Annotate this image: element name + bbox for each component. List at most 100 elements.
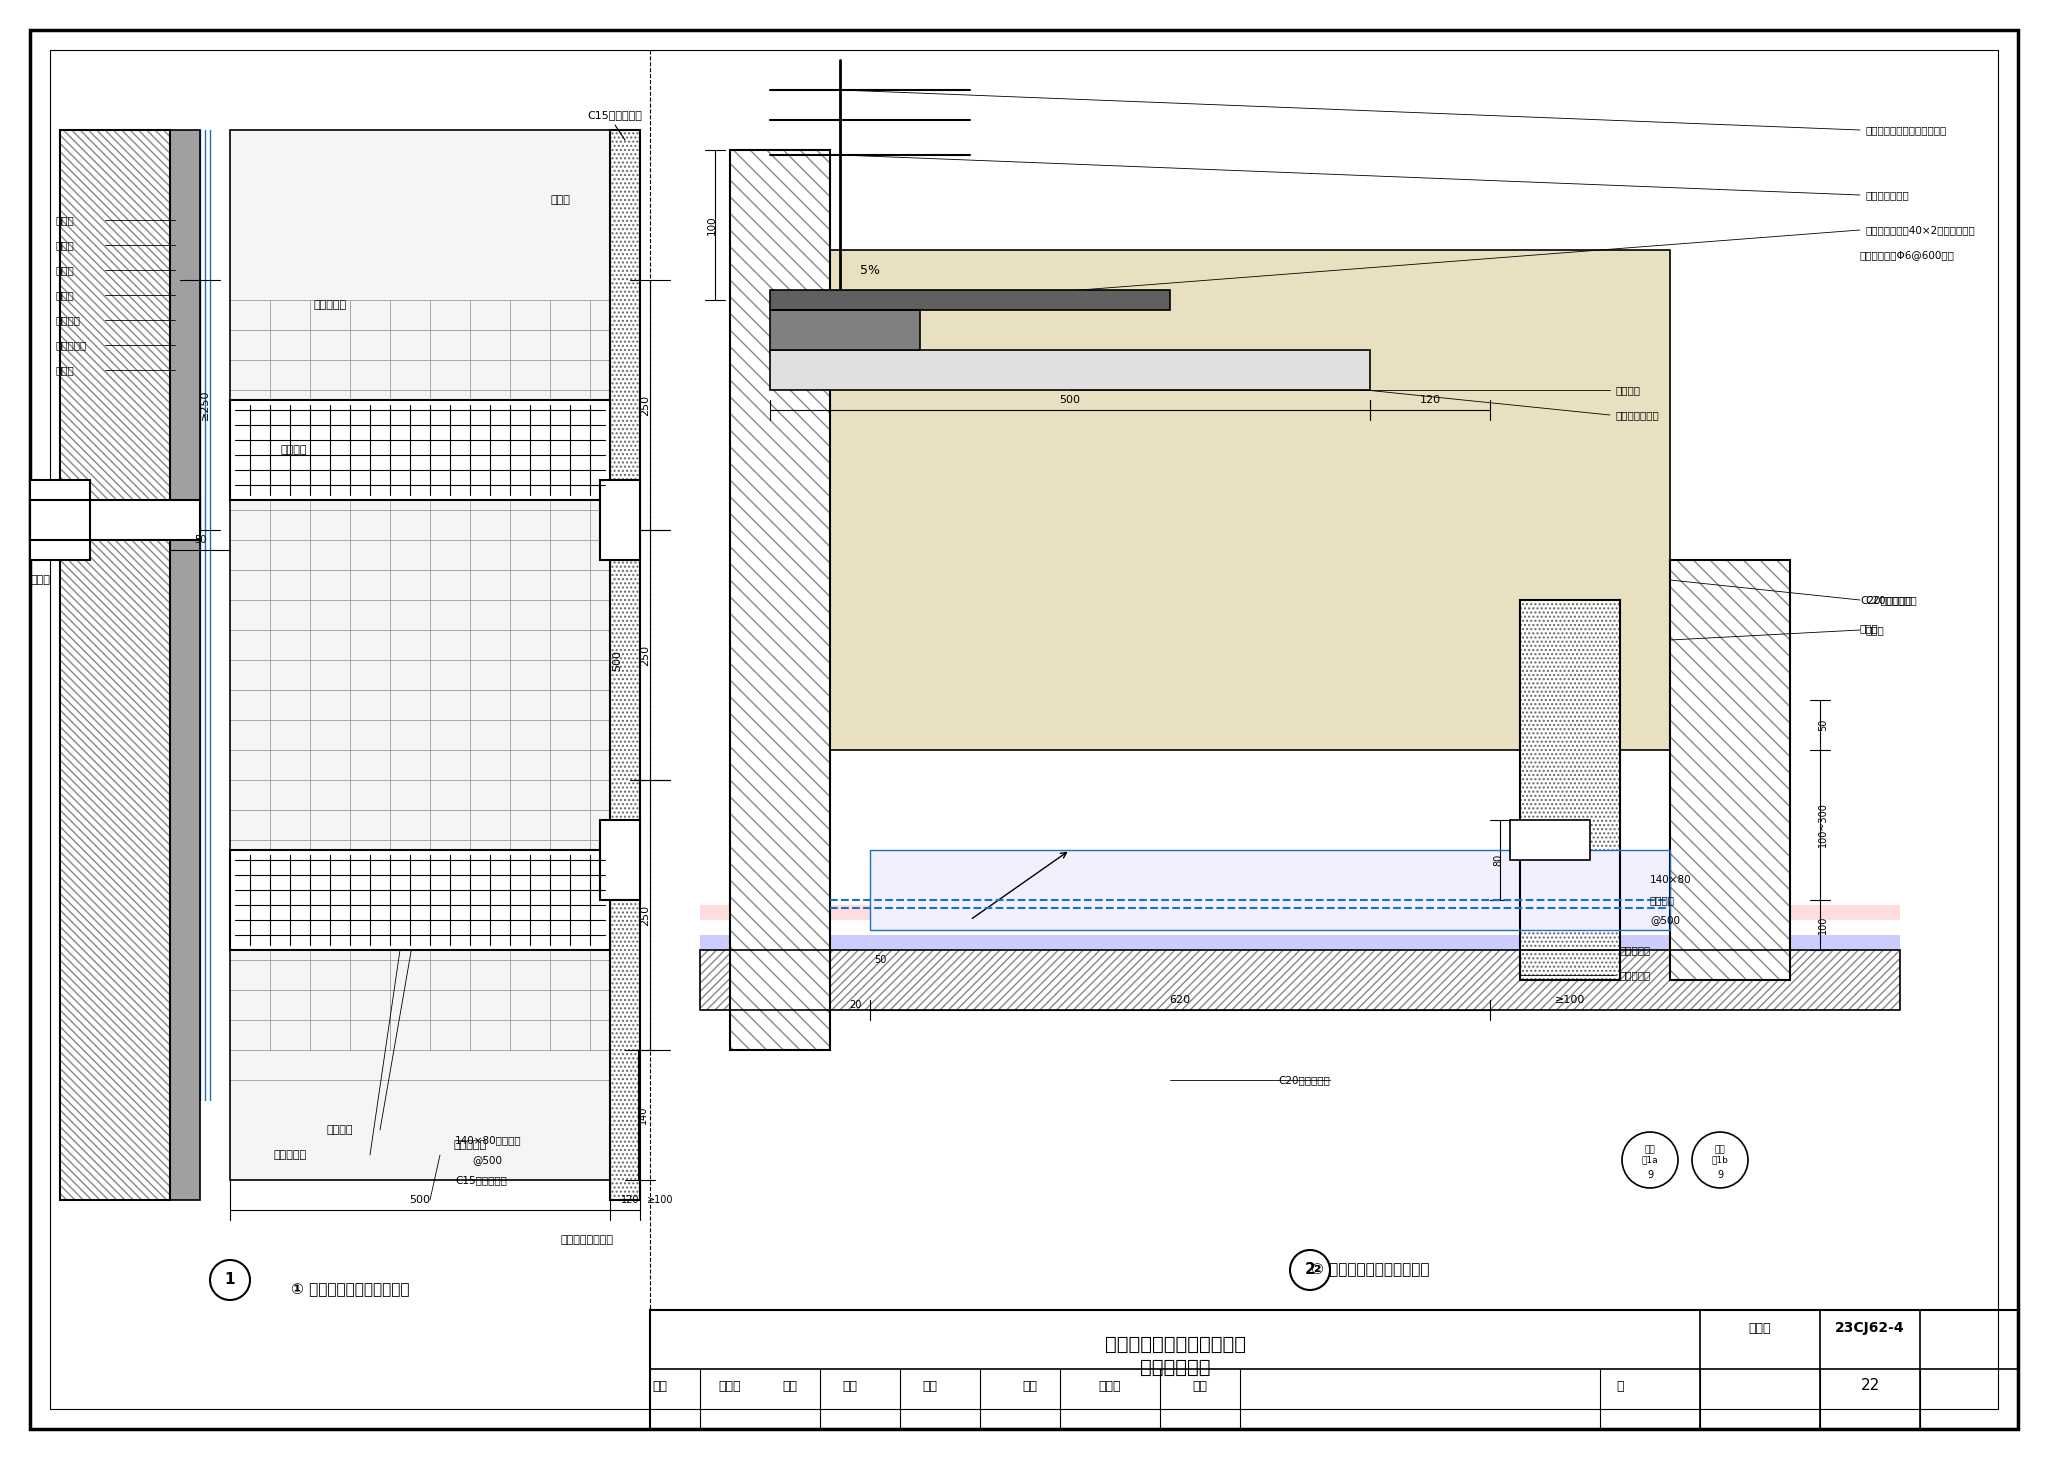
- Text: ① 女儿墙横式水落口平面图: ① 女儿墙横式水落口平面图: [291, 1282, 410, 1297]
- Bar: [229, 851, 610, 950]
- Text: 雨水算子: 雨水算子: [281, 445, 307, 455]
- Text: 9: 9: [1647, 1170, 1653, 1180]
- Text: 5%: 5%: [860, 264, 881, 277]
- Bar: [31, 480, 90, 560]
- Text: C20细石混凝土: C20细石混凝土: [1278, 1075, 1329, 1085]
- Text: 防水构造做法: 防水构造做法: [1141, 1357, 1210, 1376]
- Bar: [229, 130, 610, 1180]
- Bar: [229, 851, 610, 950]
- Bar: [700, 905, 1901, 921]
- Bar: [610, 130, 641, 1199]
- Text: 9: 9: [1716, 1170, 1722, 1180]
- Text: 架空走道板: 架空走道板: [313, 301, 346, 309]
- Text: 140: 140: [639, 1106, 647, 1125]
- Text: 找平层: 找平层: [55, 266, 74, 274]
- Text: 120: 120: [621, 1195, 639, 1205]
- Bar: [1509, 820, 1589, 859]
- Text: 140×80高排水孔: 140×80高排水孔: [455, 1135, 522, 1145]
- Text: 防水附加层边界线: 防水附加层边界线: [559, 1234, 612, 1245]
- Text: 620: 620: [1169, 995, 1190, 1005]
- Bar: [1520, 600, 1620, 980]
- Text: 50: 50: [195, 535, 207, 546]
- Text: 图集号: 图集号: [1749, 1322, 1772, 1335]
- Text: 张征标: 张征标: [1098, 1380, 1120, 1392]
- Text: 肖华春: 肖华春: [719, 1380, 741, 1392]
- Text: ② 女儿墙横式水落口剖面图: ② 女儿墙横式水落口剖面图: [1311, 1262, 1430, 1278]
- Bar: [1520, 600, 1620, 980]
- Bar: [770, 290, 1169, 309]
- Text: 女儿墙: 女儿墙: [55, 214, 74, 225]
- Bar: [1520, 600, 1620, 980]
- Bar: [770, 249, 1669, 750]
- Bar: [59, 130, 170, 1199]
- Text: 保温层: 保温层: [55, 239, 74, 249]
- Text: 120: 120: [1419, 395, 1440, 406]
- Bar: [170, 130, 201, 1199]
- Bar: [870, 851, 1669, 929]
- Text: 校对: 校对: [842, 1380, 858, 1392]
- Text: 种植土: 种植土: [551, 196, 569, 206]
- Bar: [700, 950, 1901, 1010]
- Bar: [700, 921, 1901, 935]
- Bar: [729, 150, 829, 1050]
- Text: 140×80: 140×80: [1651, 875, 1692, 886]
- Text: 设计: 设计: [1022, 1380, 1038, 1392]
- Text: 张明: 张明: [922, 1380, 938, 1392]
- Text: 铸铁算子: 铸铁算子: [328, 1125, 352, 1135]
- Text: 种植
屋1b: 种植 屋1b: [1712, 1145, 1729, 1164]
- Text: 预制架空走道板: 预制架空走道板: [1616, 410, 1659, 420]
- Bar: [770, 249, 1669, 750]
- Bar: [31, 500, 201, 540]
- Text: 50: 50: [1819, 719, 1829, 731]
- Bar: [770, 309, 920, 350]
- Text: 高排水孔: 高排水孔: [1651, 894, 1675, 905]
- Text: @500: @500: [471, 1156, 502, 1164]
- Text: 100~300: 100~300: [1819, 802, 1829, 848]
- Bar: [770, 350, 1370, 390]
- Text: 弘明: 弘明: [1192, 1380, 1208, 1392]
- Text: ≥100: ≥100: [647, 1195, 674, 1205]
- Text: ≥250: ≥250: [201, 390, 211, 420]
- Text: 250: 250: [641, 645, 649, 665]
- Bar: [770, 290, 1169, 309]
- Text: 见具体工程设计: 见具体工程设计: [1866, 190, 1909, 200]
- Text: 挡土板: 挡土板: [1860, 623, 1878, 633]
- Text: @500: @500: [1651, 915, 1679, 925]
- Text: C20混凝土挡墙: C20混凝土挡墙: [1860, 595, 1911, 605]
- Text: 耐根穿刺: 耐根穿刺: [55, 315, 80, 325]
- Text: 保护层: 保护层: [55, 365, 74, 375]
- Bar: [729, 150, 829, 1050]
- Text: 2: 2: [1305, 1262, 1315, 1278]
- Text: 安全栏杆（见具体工程设计）: 安全栏杆（见具体工程设计）: [1866, 125, 1946, 136]
- Text: 页: 页: [1616, 1380, 1624, 1392]
- Text: 500: 500: [1059, 395, 1081, 406]
- Text: 防水层: 防水层: [55, 290, 74, 301]
- Text: 20: 20: [848, 999, 862, 1010]
- Text: 审核: 审核: [653, 1380, 668, 1392]
- Text: 架空走道板: 架空走道板: [274, 1150, 307, 1160]
- Text: ≥100: ≥100: [1554, 995, 1585, 1005]
- Text: 种植屋面女儿墙横式水落口: 种植屋面女儿墙横式水落口: [1104, 1335, 1245, 1354]
- Text: 250: 250: [641, 905, 649, 925]
- Bar: [770, 350, 1370, 390]
- Text: 100: 100: [1819, 916, 1829, 934]
- Text: 挡土板: 挡土板: [1866, 624, 1884, 635]
- Text: 成品金属盖板，40×2钢固定支架，: 成品金属盖板，40×2钢固定支架，: [1866, 225, 1974, 235]
- Text: 100: 100: [707, 214, 717, 235]
- Text: C15混凝土挡墙: C15混凝土挡墙: [455, 1174, 506, 1185]
- Bar: [1669, 560, 1790, 980]
- Bar: [59, 130, 170, 1199]
- Text: 23CJ62-4: 23CJ62-4: [1835, 1320, 1905, 1335]
- Text: 种植
屋1a: 种植 屋1a: [1642, 1145, 1659, 1164]
- Text: 铸铁算子: 铸铁算子: [1616, 385, 1640, 395]
- Bar: [1669, 560, 1790, 980]
- Text: C20混凝土挡墙: C20混凝土挡墙: [1866, 595, 1917, 605]
- Bar: [600, 820, 641, 900]
- Text: 1: 1: [225, 1272, 236, 1287]
- Text: 塑料膨管螺栓Φ6@600固定: 塑料膨管螺栓Φ6@600固定: [1860, 249, 1956, 260]
- Bar: [59, 130, 170, 1199]
- Bar: [170, 130, 201, 1199]
- Text: 250: 250: [641, 394, 649, 416]
- Bar: [229, 400, 610, 500]
- Bar: [700, 935, 1901, 950]
